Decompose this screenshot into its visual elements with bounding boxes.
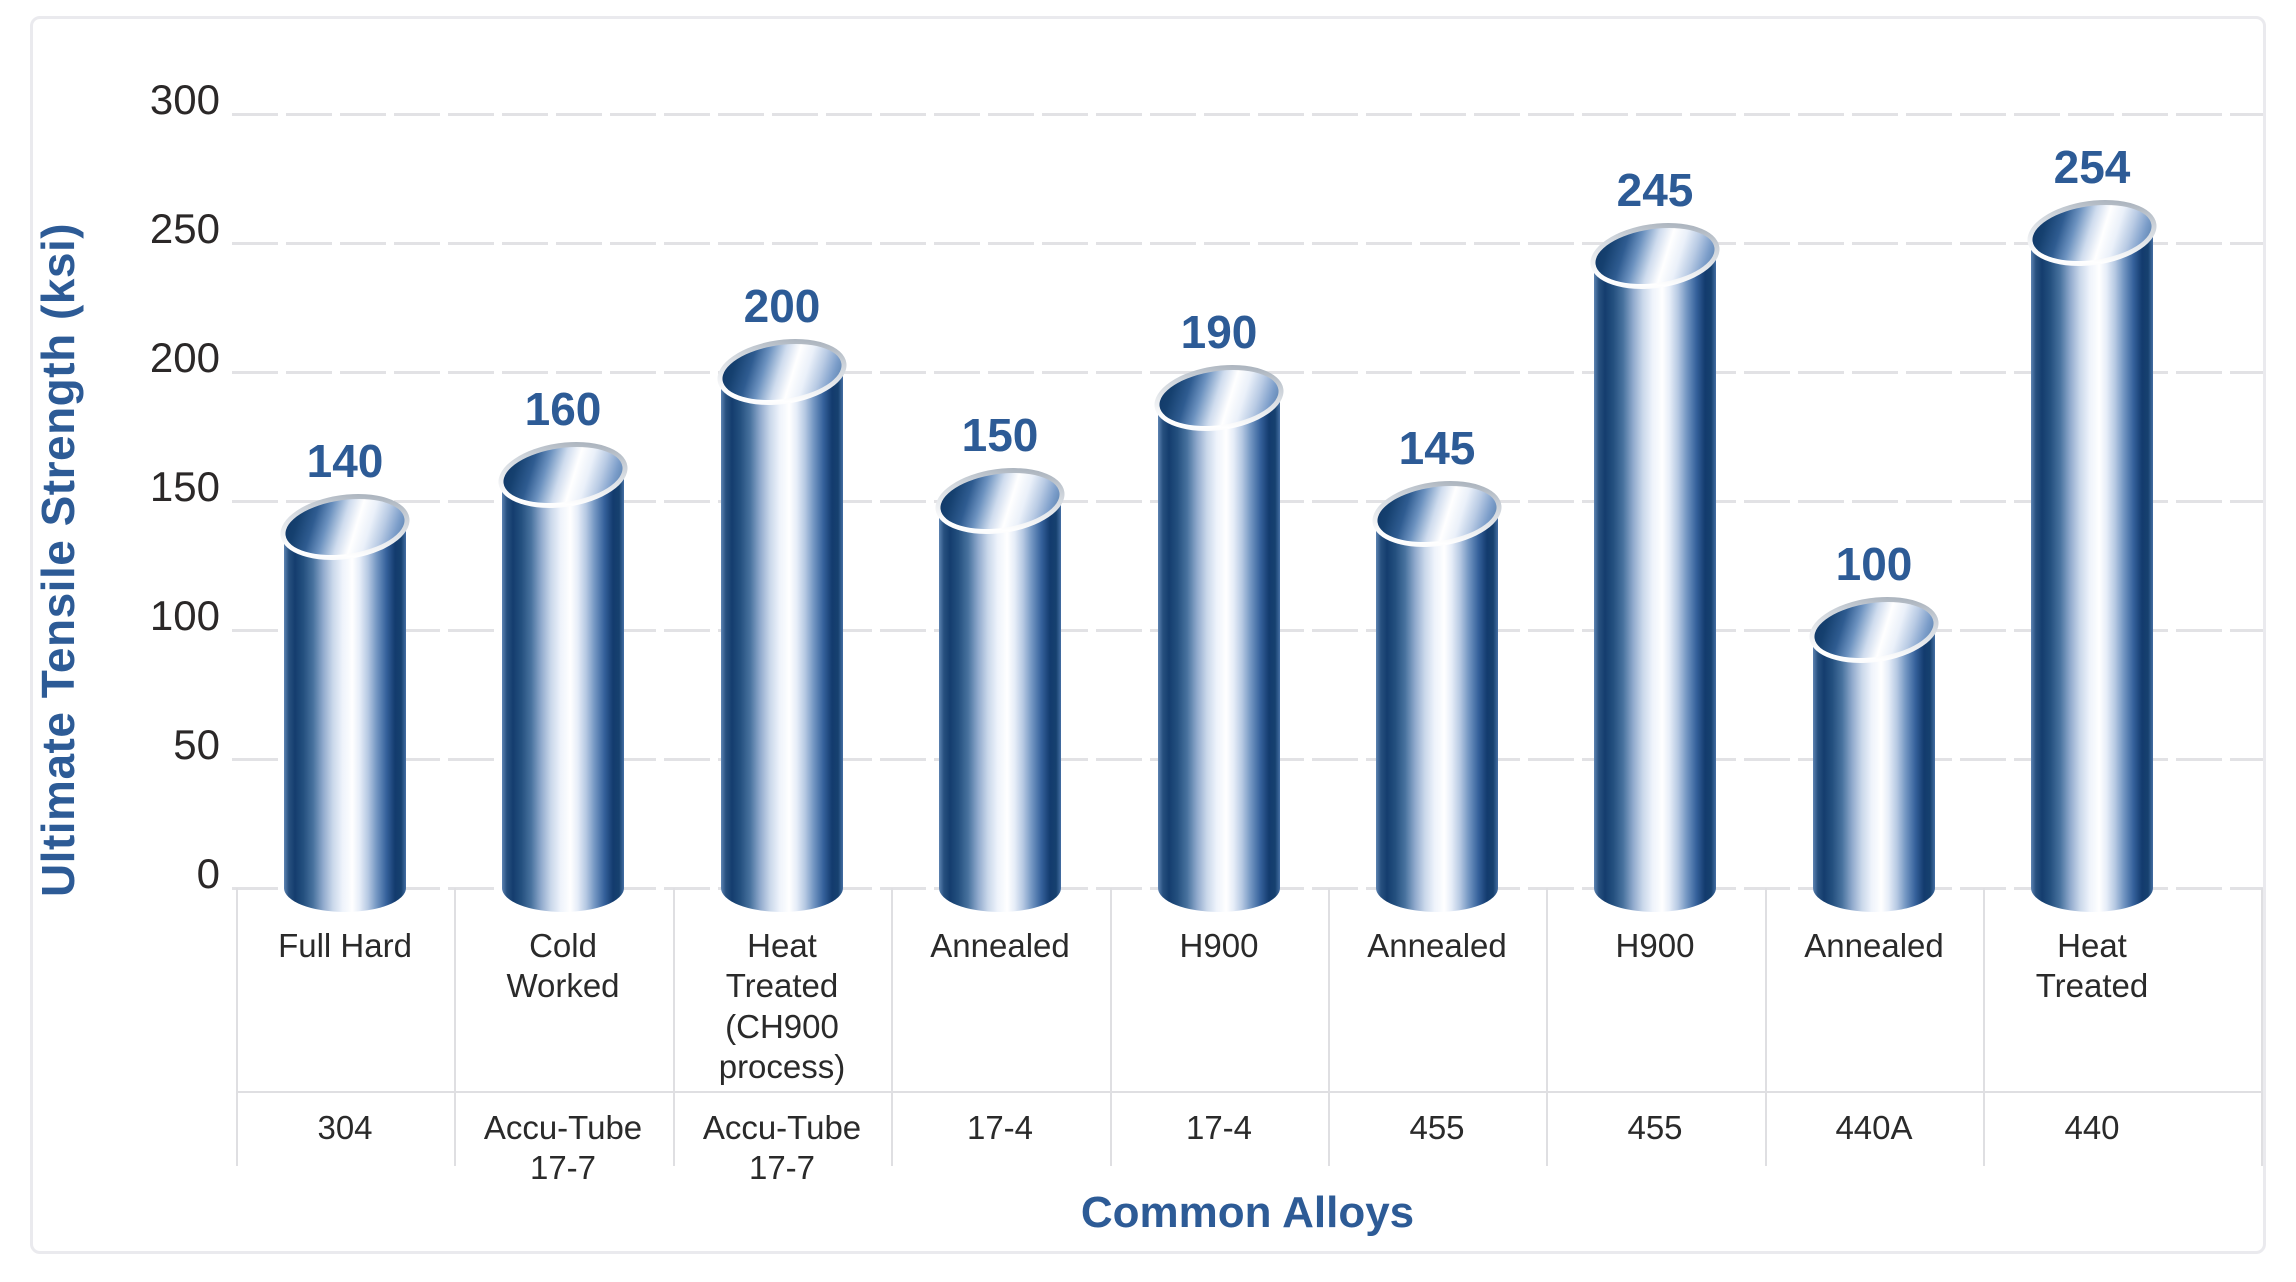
condition-label: Annealed: [1804, 927, 1944, 964]
alloy-cell-6: 455: [1327, 1108, 1547, 1148]
bar-value-label: 245: [1616, 163, 1694, 216]
alloy-label: 17-4: [1185, 1109, 1253, 1146]
condition-cell-2: Cold Worked: [453, 926, 673, 1007]
alloy-label: 455: [1627, 1109, 1683, 1146]
condition-label: H900: [1179, 927, 1259, 964]
cylinder-body: [1813, 630, 1935, 912]
cylinder-body: [939, 501, 1061, 912]
alloy-label: Accu-Tube 17-7: [702, 1109, 862, 1187]
condition-label: Heat Treated (CH900 process): [718, 927, 846, 1085]
bar-value-label: 150: [961, 409, 1039, 461]
cylinder-body: [284, 526, 406, 912]
gridline-300: [232, 112, 2263, 116]
y-tick-label-0: 0: [196, 850, 220, 897]
alloy-cell-4: 17-4: [890, 1108, 1110, 1148]
cylinder-body: [1594, 255, 1716, 912]
table-column-separator-0: [236, 888, 238, 1166]
bar-value-label: 254: [2053, 140, 2131, 193]
condition-cell-9: Heat Treated: [1982, 926, 2202, 1007]
cylinder-body: [1376, 513, 1498, 912]
alloy-cell-5: 17-4: [1109, 1108, 1329, 1148]
alloy-label: 17-4: [966, 1109, 1034, 1146]
alloy-label: Accu-Tube 17-7: [483, 1109, 643, 1187]
condition-label: Heat Treated: [2035, 927, 2149, 1005]
condition-cell-1: Full Hard: [235, 926, 455, 966]
alloy-cell-7: 455: [1545, 1108, 1765, 1148]
y-axis-title: Ultimate Tensile Strength (ksi): [32, 222, 84, 898]
table-column-separator-8: [1983, 888, 1985, 1166]
condition-label: H900: [1615, 927, 1695, 964]
bar-value-label: 190: [1180, 305, 1258, 358]
alloy-label: 440A: [1835, 1109, 1913, 1146]
y-tick-label-100: 100: [149, 592, 220, 639]
condition-cell-3: Heat Treated (CH900 process): [672, 926, 892, 1087]
table-column-separator-3: [891, 888, 893, 1166]
bar-value-label: 160: [524, 383, 602, 436]
table-column-separator-1: [454, 888, 456, 1166]
bar-value-label: 100: [1835, 538, 1913, 590]
alloy-label: 440: [2064, 1109, 2120, 1146]
gridline-250: [232, 241, 2263, 245]
table-column-separator-6: [1546, 888, 1548, 1166]
condition-cell-4: Annealed: [890, 926, 1110, 966]
alloy-label: 304: [317, 1109, 373, 1146]
alloy-cell-1: 304: [235, 1108, 455, 1148]
table-column-separator-9: [2261, 888, 2263, 1166]
y-tick-label-150: 150: [149, 463, 220, 510]
cylinder-body: [502, 475, 624, 912]
condition-label: Annealed: [930, 927, 1070, 964]
table-column-separator-2: [673, 888, 675, 1166]
condition-cell-7: H900: [1545, 926, 1765, 966]
table-column-separator-5: [1328, 888, 1330, 1166]
condition-label: Full Hard: [278, 927, 412, 964]
y-tick-label-300: 300: [149, 76, 220, 123]
y-tick-label-200: 200: [149, 334, 220, 381]
alloy-cell-8: 440A: [1764, 1108, 1984, 1148]
table-column-separator-4: [1110, 888, 1112, 1166]
alloy-cell-3: Accu-Tube 17-7: [672, 1108, 892, 1189]
condition-cell-6: Annealed: [1327, 926, 1547, 966]
condition-label: Cold Worked: [506, 927, 620, 1005]
y-tick-label-50: 50: [173, 721, 220, 768]
alloy-cell-2: Accu-Tube 17-7: [453, 1108, 673, 1189]
bar-value-label: 145: [1398, 421, 1476, 474]
bar-value-label: 140: [306, 434, 384, 487]
bar-value-label: 200: [743, 280, 821, 332]
table-row-separator: [236, 1091, 2263, 1093]
cylinder-body: [2031, 232, 2153, 912]
x-axis-title: Common Alloys: [1080, 1188, 1415, 1237]
cylinder-body: [721, 372, 843, 912]
condition-label: Annealed: [1367, 927, 1507, 964]
condition-cell-5: H900: [1109, 926, 1329, 966]
alloy-cell-9: 440: [1982, 1108, 2202, 1148]
alloy-label: 455: [1409, 1109, 1465, 1146]
table-column-separator-7: [1765, 888, 1767, 1166]
y-tick-label-250: 250: [149, 205, 220, 252]
cylinder-body: [1158, 397, 1280, 912]
condition-cell-8: Annealed: [1764, 926, 1984, 966]
